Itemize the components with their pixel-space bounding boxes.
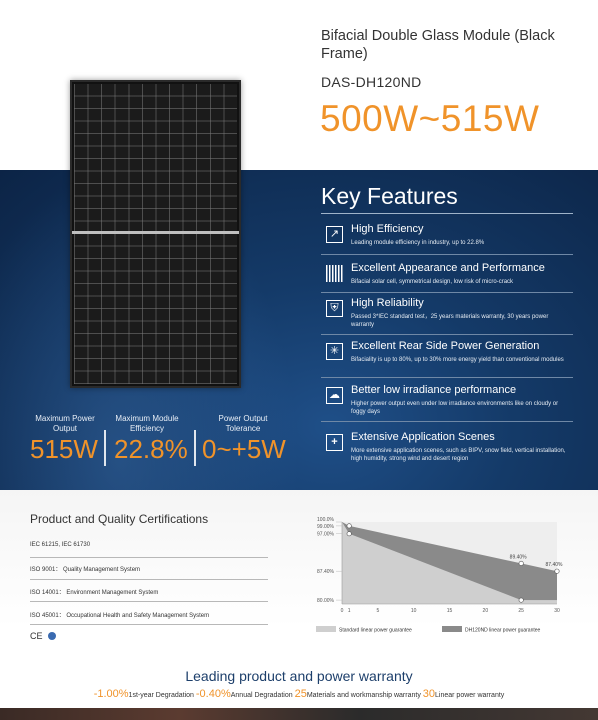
feature-desc: Passed 3*IEC standard test，25 years mate… [351, 314, 549, 328]
x-tick-label: 0 [341, 608, 344, 614]
cert-divider [30, 579, 268, 580]
data-point [518, 560, 524, 566]
sun-reflection-icon: ✳ [326, 343, 343, 360]
data-point [554, 568, 560, 574]
feature-heading: Extensive Application Scenes [351, 431, 495, 443]
warranty-materials-value: 25 [294, 688, 307, 700]
x-tick-label: 30 [554, 608, 560, 614]
shield-icon: ⛨ [326, 300, 343, 317]
feature-heading: Excellent Rear Side Power Generation [351, 340, 540, 352]
y-tick-label: 99.00% [317, 524, 335, 530]
x-tick-label: 5 [376, 608, 379, 614]
certifications-title: Product and Quality Certifications [30, 512, 209, 526]
certification-item: IEC 61215, IEC 61730 [30, 542, 91, 548]
feature-separator [321, 377, 573, 378]
y-tick-label: 80.00% [317, 598, 335, 604]
legend-label-dh120nd: DH120ND linear power guarantee [465, 628, 541, 634]
spec-label-tolerance: Power Output Tolerance [218, 414, 268, 433]
cert-logos: CE [30, 631, 57, 641]
x-tick-label: 20 [483, 608, 489, 614]
feature-separator [321, 292, 573, 293]
bottom-photo-strip [0, 708, 598, 720]
feature-separator [321, 421, 573, 422]
y-tick-label: 100.0% [317, 517, 335, 523]
key-features-title: Key Features [321, 183, 458, 209]
data-point [518, 597, 524, 603]
plus-icon: + [326, 434, 343, 451]
certification-item: ISO 45001： Occupational Health and Safet… [30, 613, 210, 619]
spec-value-efficiency: 22.8% [114, 434, 188, 464]
x-tick-label: 1 [348, 608, 351, 614]
warranty-materials-label: Materials and workmanship warranty [306, 692, 421, 699]
warranty-first-year-label: 1st-year Degradation [128, 692, 194, 699]
series-area-dh120nd [342, 522, 557, 601]
warranty-title: Leading product and power warranty [185, 668, 413, 684]
feature-desc: Bifaciality is up to 80%, up to 30% more… [351, 357, 564, 363]
feature-desc: Bifacial solar cell, symmetrical design,… [351, 279, 514, 285]
solar-panel-cells [74, 84, 237, 384]
spec-label-max-power: Maximum Power Output [35, 414, 95, 433]
x-tick-label: 10 [411, 608, 417, 614]
cert-divider [30, 624, 268, 625]
data-point [346, 531, 352, 537]
spec-value-tolerance: 0~+5W [202, 434, 286, 464]
series-area-standard [342, 522, 557, 604]
cloud-icon: ☁ [326, 387, 343, 404]
data-point [346, 523, 352, 529]
x-tick-label: 25 [518, 608, 524, 614]
feature-heading: High Reliability [351, 297, 424, 309]
y-tick-label: 97.00% [317, 532, 335, 538]
feature-desc: Leading module efficiency in industry, u… [351, 240, 485, 246]
certification-item: ISO 14001： Environment Management System [30, 590, 159, 596]
y-tick-label: 87.40% [317, 569, 335, 575]
x-tick-label: 15 [447, 608, 453, 614]
feature-separator [321, 334, 573, 335]
warranty-linear-value: 30 [422, 688, 436, 700]
warranty-annual-value: -0.40% [195, 688, 231, 700]
solar-panel-divider [72, 231, 239, 234]
feature-heading: Excellent Appearance and Performance [351, 262, 545, 274]
certification-item: ISO 9001： Quality Management System [30, 567, 141, 573]
legend-label-standard: Standard linear power guarantee [339, 628, 412, 634]
legend-swatch-standard [316, 626, 336, 632]
warranty-summary: -1.00%1st-year Degradation -0.40%Annual … [0, 688, 598, 700]
efficiency-chart-icon: ↗ [326, 226, 343, 243]
spec-divider [194, 430, 196, 466]
spec-value-max-power: 515W [30, 434, 98, 464]
warranty-first-year-value: -1.00% [93, 688, 129, 700]
solar-cell-icon [326, 265, 343, 282]
feature-separator [321, 254, 573, 255]
warranty-linear-label: Linear power warranty [435, 692, 505, 699]
data-label: 89.40% [510, 554, 528, 560]
spec-divider [104, 430, 106, 466]
product-title: Bifacial Double Glass Module (Black Fram… [321, 28, 555, 62]
key-features-underline [321, 213, 573, 214]
ce-logo: CE [30, 631, 43, 641]
feature-desc: More extensive application scenes, such … [351, 448, 566, 462]
legend-swatch-dh120nd [442, 626, 462, 632]
power-range: 500W~515W [320, 98, 540, 139]
model-number: DAS-DH120ND [321, 74, 422, 90]
data-label: 87.40% [546, 562, 564, 568]
cert-divider [30, 601, 268, 602]
spec-label-efficiency: Maximum Module Efficiency [115, 414, 179, 433]
warranty-annual-label: Annual Degradation [230, 692, 293, 699]
feature-heading: Better low irradiance performance [351, 384, 517, 396]
feature-heading: High Efficiency [351, 223, 424, 235]
feature-desc: Higher power output even under low irrad… [351, 401, 559, 415]
cert-divider [30, 557, 268, 558]
power-warranty-chart: 0 1 5 10 15 20 25 30100.0%99.00%97.00%87.40%80.… [316, 517, 564, 634]
tuv-logo-icon [48, 632, 57, 640]
